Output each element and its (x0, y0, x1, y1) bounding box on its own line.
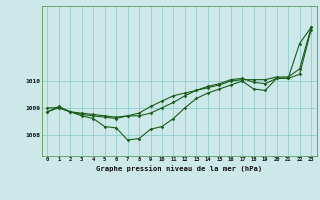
X-axis label: Graphe pression niveau de la mer (hPa): Graphe pression niveau de la mer (hPa) (96, 165, 262, 172)
